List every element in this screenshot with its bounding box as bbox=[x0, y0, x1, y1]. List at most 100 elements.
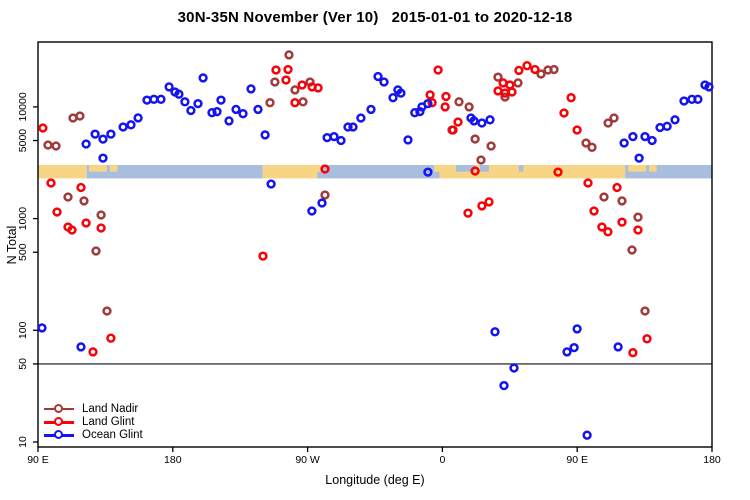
data-point bbox=[619, 138, 629, 148]
data-point bbox=[51, 141, 61, 151]
data-point bbox=[609, 113, 619, 123]
data-point bbox=[513, 78, 523, 88]
y-tick-label: 100 bbox=[17, 321, 29, 339]
data-point bbox=[670, 115, 680, 125]
data-point bbox=[216, 95, 226, 105]
data-point bbox=[43, 140, 53, 150]
series-land-glint bbox=[38, 61, 652, 358]
map-strip-speckle bbox=[628, 164, 647, 172]
data-point bbox=[679, 96, 689, 106]
data-point bbox=[453, 117, 463, 127]
data-point bbox=[174, 89, 184, 99]
data-point bbox=[463, 208, 473, 218]
legend-item-ocean-glint: Ocean Glint bbox=[44, 429, 143, 442]
data-point bbox=[490, 327, 500, 337]
map-strip-speckle bbox=[109, 164, 118, 172]
data-point bbox=[581, 138, 591, 148]
data-point bbox=[617, 217, 627, 227]
data-point bbox=[633, 225, 643, 235]
data-point bbox=[313, 83, 323, 93]
data-point bbox=[454, 97, 464, 107]
y-tick-label: 1000 bbox=[17, 207, 29, 231]
series-ocean-glint bbox=[37, 71, 714, 440]
data-point bbox=[530, 64, 540, 75]
map-strip-speckle bbox=[434, 171, 440, 179]
legend-item-land-glint: Land Glint bbox=[44, 415, 143, 428]
map-strip-ocean-segment bbox=[322, 164, 435, 179]
data-point bbox=[67, 225, 77, 235]
data-point bbox=[613, 342, 623, 352]
data-point bbox=[198, 73, 208, 83]
legend-item-land-nadir: Land Nadir bbox=[44, 402, 143, 415]
data-point bbox=[149, 94, 159, 104]
map-strip-ocean-segment bbox=[625, 164, 712, 179]
data-point bbox=[81, 139, 91, 149]
data-point bbox=[320, 190, 330, 200]
map-strip-ocean-segment bbox=[86, 164, 263, 179]
data-point bbox=[485, 115, 495, 125]
data-point bbox=[433, 65, 443, 75]
y-axis-title: N Total bbox=[5, 225, 19, 265]
data-point bbox=[343, 122, 353, 132]
data-point bbox=[662, 121, 672, 131]
data-point bbox=[76, 342, 86, 352]
data-point bbox=[553, 167, 563, 177]
x-axis-title: Longitude (deg E) bbox=[325, 473, 425, 487]
map-strip-speckle bbox=[455, 164, 476, 172]
data-point bbox=[486, 141, 496, 151]
x-tick-label: 90 E bbox=[27, 454, 49, 466]
data-point bbox=[589, 206, 599, 216]
data-point bbox=[583, 178, 593, 188]
data-point bbox=[704, 82, 714, 92]
data-point bbox=[164, 82, 174, 92]
data-point bbox=[470, 134, 480, 144]
data-point bbox=[476, 155, 486, 165]
data-point bbox=[186, 105, 196, 116]
data-point bbox=[329, 131, 339, 142]
chart-title: 30N-35N November (Ver 10) 2015-01-01 to … bbox=[177, 9, 573, 26]
data-point bbox=[281, 75, 291, 85]
data-point bbox=[253, 104, 263, 115]
data-point bbox=[499, 380, 509, 391]
data-point bbox=[633, 212, 643, 222]
data-point bbox=[470, 166, 480, 176]
land-glint-marker-icon bbox=[44, 417, 74, 427]
ocean-glint-marker-icon bbox=[44, 430, 74, 440]
data-point bbox=[133, 113, 143, 123]
data-point bbox=[373, 71, 383, 82]
data-point bbox=[562, 347, 572, 357]
data-point bbox=[388, 93, 398, 103]
data-point bbox=[38, 123, 48, 133]
data-point bbox=[440, 102, 450, 112]
data-point bbox=[336, 135, 346, 146]
map-strip-speckle bbox=[317, 171, 323, 179]
x-tick-label: 180 bbox=[703, 454, 721, 466]
data-point bbox=[193, 98, 203, 109]
data-point bbox=[617, 196, 627, 206]
data-point bbox=[423, 98, 433, 109]
data-point bbox=[260, 130, 270, 140]
data-point bbox=[566, 93, 576, 103]
data-point bbox=[441, 91, 451, 102]
data-point bbox=[246, 84, 256, 94]
map-strip-speckle bbox=[518, 164, 524, 172]
data-point bbox=[597, 222, 607, 232]
series-land-nadir bbox=[43, 50, 650, 316]
data-point bbox=[96, 210, 106, 220]
data-point bbox=[403, 135, 413, 145]
data-point bbox=[106, 129, 116, 139]
legend-label: Land Glint bbox=[82, 416, 135, 429]
data-point bbox=[307, 206, 317, 216]
data-point bbox=[90, 129, 100, 139]
data-point bbox=[410, 108, 420, 118]
data-point bbox=[582, 430, 592, 440]
y-tick-label: 500 bbox=[17, 243, 29, 261]
map-strip-speckle bbox=[88, 164, 107, 172]
data-point bbox=[98, 134, 108, 144]
data-point bbox=[572, 125, 582, 135]
data-point bbox=[642, 334, 652, 344]
data-point bbox=[317, 198, 327, 208]
data-point bbox=[628, 131, 638, 142]
data-point bbox=[612, 182, 622, 193]
